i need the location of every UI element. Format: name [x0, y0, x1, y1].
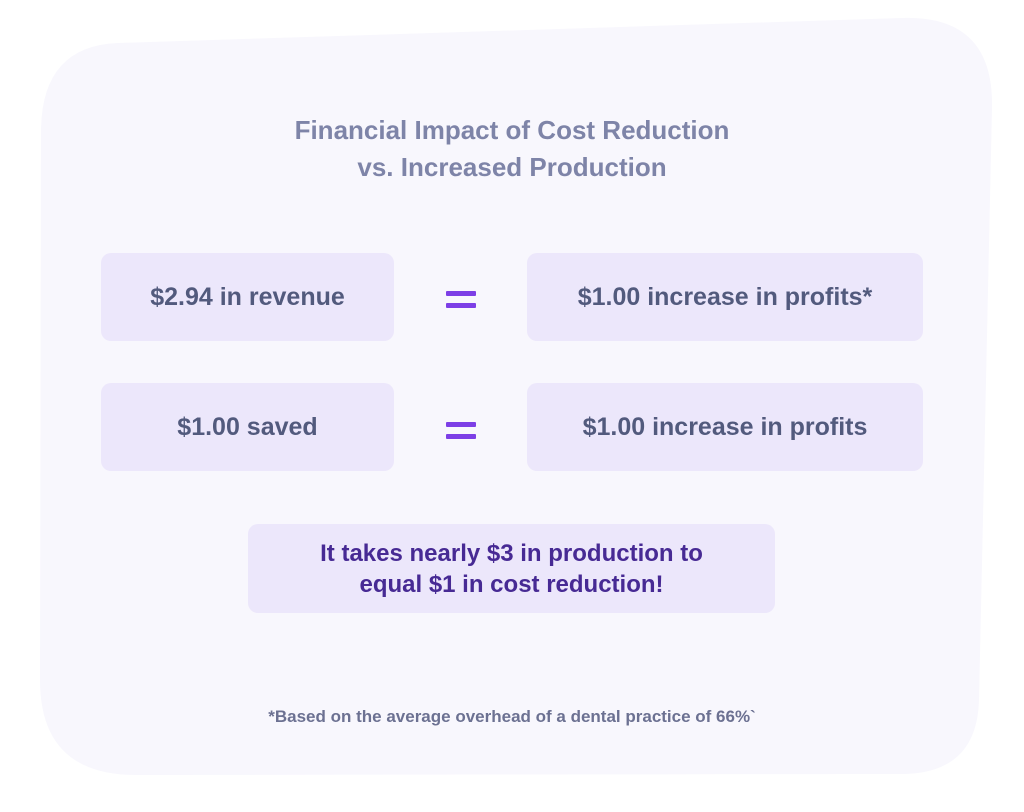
equals-sign-icon	[446, 419, 476, 443]
profit-increase-box: $1.00 increase in profits*	[527, 253, 923, 341]
conclusion-callout: It takes nearly $3 in production to equa…	[248, 524, 775, 613]
page-title: Financial Impact of Cost Reduction vs. I…	[212, 112, 812, 186]
title-line-1: Financial Impact of Cost Reduction	[294, 115, 730, 145]
title-line-2: vs. Increased Production	[357, 152, 667, 182]
equals-sign-icon	[446, 288, 476, 312]
revenue-box: $2.94 in revenue	[101, 253, 394, 341]
profit-increase-box: $1.00 increase in profits	[527, 383, 923, 471]
callout-line-2: equal $1 in cost reduction!	[359, 570, 664, 598]
callout-line-1: It takes nearly $3 in production to	[320, 539, 703, 567]
savings-box: $1.00 saved	[101, 383, 394, 471]
footnote: *Based on the average overhead of a dent…	[268, 707, 756, 726]
